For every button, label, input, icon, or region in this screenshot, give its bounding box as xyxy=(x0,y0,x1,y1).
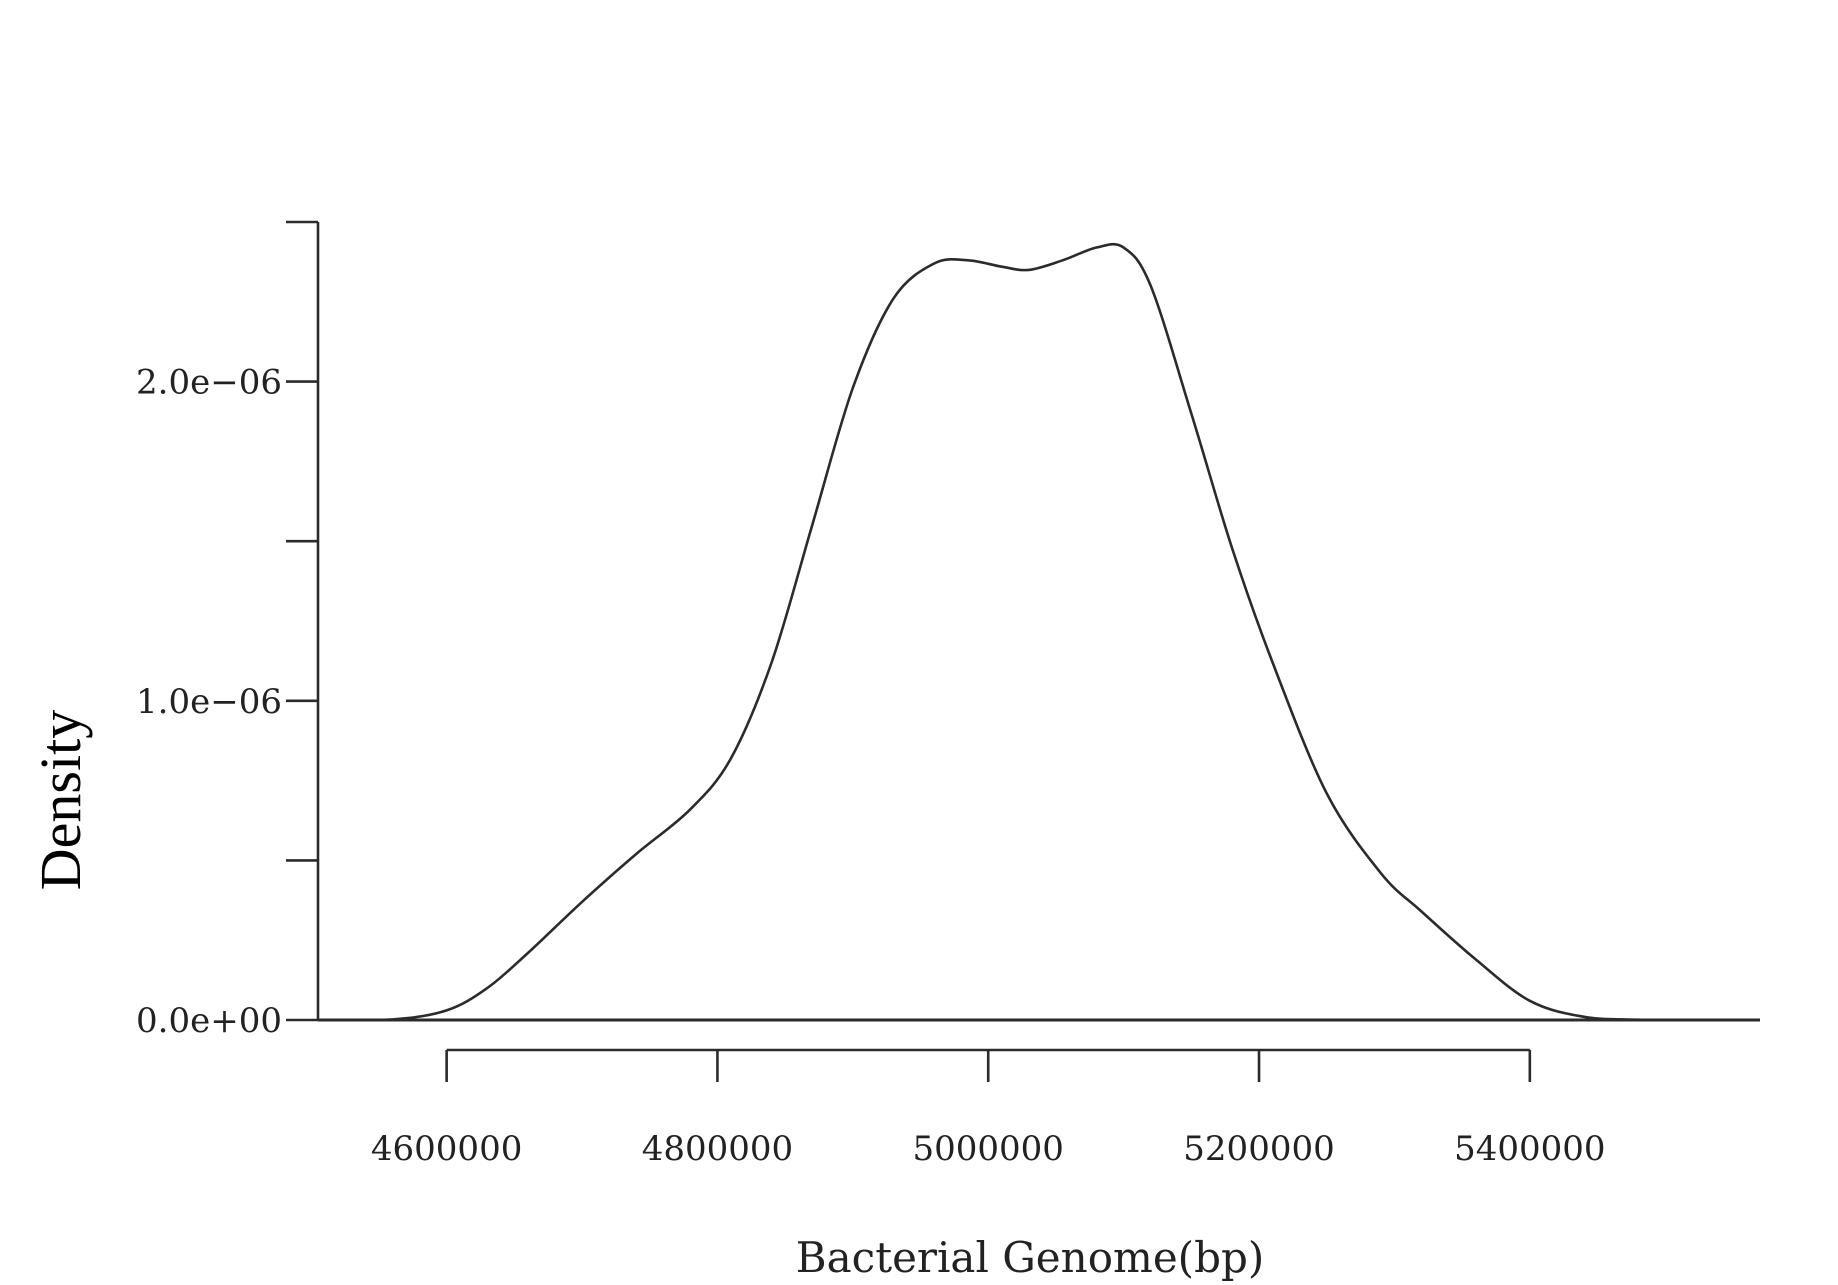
x-tick-label: 5400000 xyxy=(1454,1129,1605,1169)
y-axis-title: Density xyxy=(28,710,93,890)
y-tick-label: 0.0e+00 xyxy=(136,1001,282,1041)
x-tick-label: 4800000 xyxy=(642,1129,793,1169)
x-tick-label: 4600000 xyxy=(371,1129,522,1169)
density-curve xyxy=(317,242,1761,1022)
y-axis: 0.0e+00 1.0e−06 2.0e−06 xyxy=(136,220,1760,1041)
x-tick-label: 5200000 xyxy=(1183,1129,1334,1169)
y-tick-label: 2.0e−06 xyxy=(136,363,282,403)
x-axis: 4600000 4800000 5000000 5200000 5400000 xyxy=(371,1048,1606,1169)
x-tick-label: 5000000 xyxy=(913,1129,1064,1169)
y-tick-label: 1.0e−06 xyxy=(136,682,282,722)
x-axis-title: Bacterial Genome(bp) xyxy=(796,1233,1264,1282)
